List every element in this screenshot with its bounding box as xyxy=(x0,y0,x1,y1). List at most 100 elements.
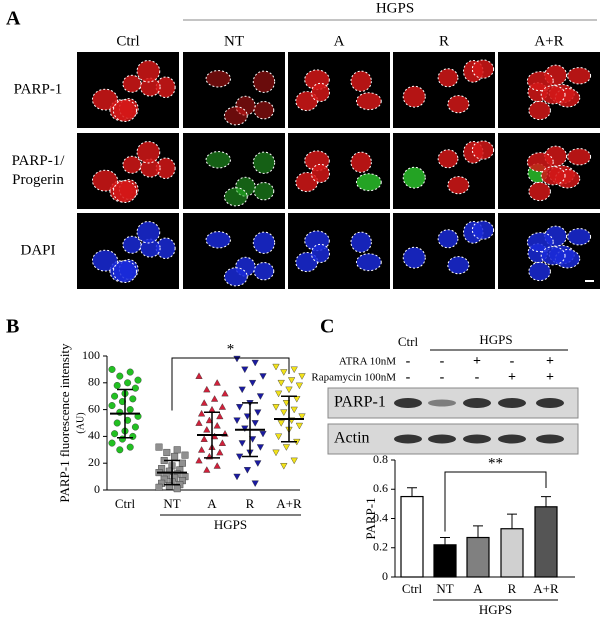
nucleus xyxy=(540,85,566,105)
row-label: PARP-1/ xyxy=(12,153,66,169)
column-label: R xyxy=(439,33,449,49)
data-point xyxy=(171,453,179,460)
treatment-sign: + xyxy=(508,370,516,385)
panel-label: C xyxy=(320,316,334,338)
treatment-sign: - xyxy=(475,370,480,385)
y-tick-label: 0.6 xyxy=(373,481,388,495)
data-point xyxy=(251,480,259,488)
data-point xyxy=(248,379,257,387)
error-bar xyxy=(281,395,297,443)
data-point xyxy=(218,439,227,446)
nucleus xyxy=(355,253,382,272)
nucleus xyxy=(350,151,372,173)
data-point xyxy=(126,406,134,414)
data-point xyxy=(213,421,221,429)
nucleus xyxy=(223,106,248,126)
x-tick-label: NT xyxy=(163,496,180,511)
x-tick-label: NT xyxy=(436,581,453,596)
nucleus xyxy=(528,100,551,121)
data-point xyxy=(238,386,246,394)
data-point xyxy=(129,395,137,403)
data-point xyxy=(126,368,134,376)
nucleus xyxy=(310,82,330,103)
data-point xyxy=(280,463,288,470)
data-point xyxy=(256,444,265,451)
data-point xyxy=(116,446,124,454)
micrograph xyxy=(288,133,390,209)
error-bar xyxy=(507,513,517,529)
nucleus xyxy=(253,101,275,120)
data-point xyxy=(205,416,214,424)
data-point xyxy=(221,389,229,397)
data-point xyxy=(173,485,181,493)
data-point xyxy=(282,444,291,451)
data-point xyxy=(272,363,280,371)
nucleus xyxy=(447,256,470,275)
nucleus xyxy=(205,151,231,169)
treatment-sign: + xyxy=(546,354,554,369)
data-point xyxy=(238,440,246,447)
significance-bracket xyxy=(171,357,290,411)
x-tick-label: Ctrl xyxy=(402,581,423,596)
nucleus xyxy=(155,237,176,259)
significance-label: * xyxy=(227,341,235,357)
x-tick-label: A+R xyxy=(276,496,302,511)
data-point xyxy=(203,425,211,433)
band xyxy=(536,398,564,408)
micrograph xyxy=(288,52,390,128)
data-point xyxy=(259,373,267,380)
data-point xyxy=(195,456,203,464)
data-point xyxy=(290,457,298,465)
data-point xyxy=(272,449,280,457)
nucleus xyxy=(526,71,554,92)
nucleus xyxy=(122,74,142,93)
error-bar xyxy=(541,496,551,507)
data-point xyxy=(200,435,208,442)
data-point xyxy=(274,433,283,441)
band xyxy=(463,434,491,444)
data-point xyxy=(155,483,163,491)
data-point xyxy=(216,412,224,420)
bar xyxy=(466,536,490,578)
data-point xyxy=(124,379,132,387)
data-point xyxy=(197,446,206,453)
nucleus xyxy=(402,246,426,269)
data-point xyxy=(134,376,142,384)
micrograph xyxy=(288,213,390,289)
data-point xyxy=(213,379,221,386)
data-point xyxy=(116,372,124,380)
nucleus xyxy=(350,70,372,92)
data-point xyxy=(287,377,296,384)
data-point xyxy=(113,419,121,427)
data-point xyxy=(210,395,219,402)
nucleus xyxy=(355,173,382,192)
error-bar xyxy=(117,388,133,439)
bar xyxy=(400,495,424,578)
treatment-label: Rapamycin 100nM xyxy=(311,372,396,384)
data-point xyxy=(233,417,241,425)
nucleus xyxy=(91,249,119,272)
data-point xyxy=(131,384,139,392)
column-label: NT xyxy=(224,33,244,49)
data-point xyxy=(195,419,203,426)
bar xyxy=(433,544,457,578)
row-label: PARP-1 xyxy=(14,81,63,97)
nucleus xyxy=(112,260,137,283)
x-tick-label: Ctrl xyxy=(115,496,136,511)
nucleus xyxy=(350,231,372,253)
bar xyxy=(500,528,524,578)
treatment-sign: - xyxy=(440,370,445,385)
data-point xyxy=(243,413,252,421)
data-point xyxy=(272,404,280,411)
error-bar xyxy=(242,402,258,458)
nucleus xyxy=(437,68,459,88)
data-point xyxy=(155,443,163,451)
treatment-sign: + xyxy=(473,354,481,369)
data-point xyxy=(259,430,267,438)
nucleus xyxy=(252,70,276,93)
treatment-sign: + xyxy=(546,370,554,385)
nucleus xyxy=(447,176,470,195)
nucleus xyxy=(112,180,137,203)
data-point xyxy=(235,453,244,461)
data-point xyxy=(108,365,116,373)
